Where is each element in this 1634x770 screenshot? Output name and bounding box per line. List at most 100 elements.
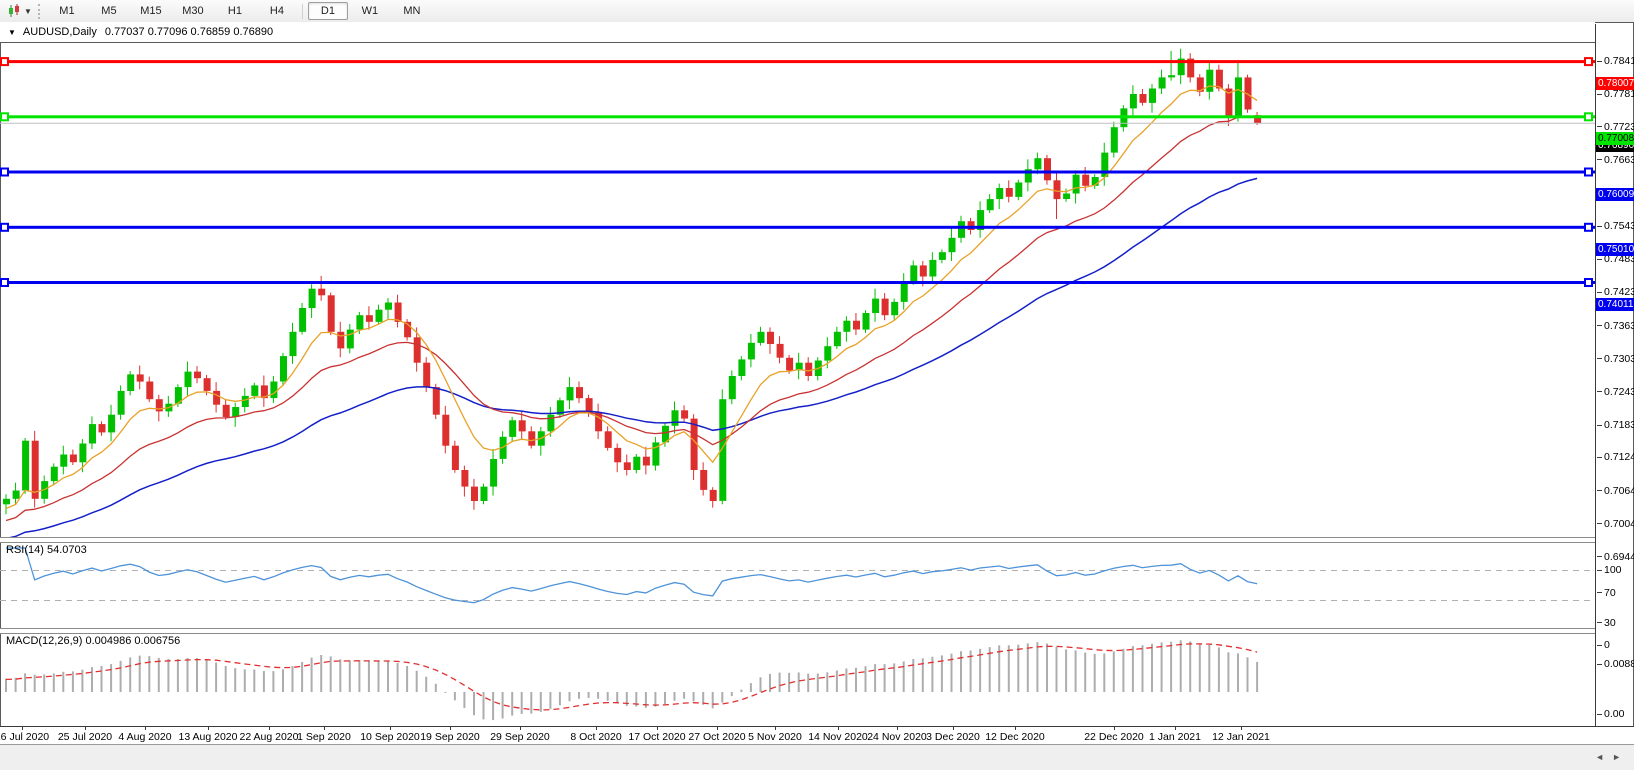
rsi-tick — [1597, 569, 1602, 571]
price-tick — [1597, 391, 1602, 393]
mini-candles-icon — [9, 4, 19, 17]
macd-indicator-label: MACD(12,26,9) 0.004986 0.006756 — [6, 635, 181, 647]
price-tick-label: 0.70645 — [1604, 484, 1634, 497]
date-tick — [717, 727, 718, 730]
horizontal-level-line[interactable] — [0, 115, 1595, 119]
price-tick — [1597, 258, 1602, 260]
line-drag-handle[interactable] — [1584, 57, 1593, 67]
price-tick — [1597, 291, 1602, 293]
chart-title-strip: ▼ AUDUSD,Daily 0.77037 0.77096 0.76859 0… — [0, 22, 1595, 43]
chart-window: ▼ AUDUSD,Daily 0.77037 0.77096 0.76859 0… — [0, 22, 1634, 752]
date-tick — [22, 727, 23, 730]
line-drag-handle[interactable] — [1584, 222, 1593, 232]
ma-mid-line — [5, 115, 1258, 522]
date-label: 8 Oct 2020 — [570, 731, 622, 743]
rsi-line — [6, 547, 1258, 604]
panel-separator[interactable] — [0, 628, 1595, 634]
line-drag-handle[interactable] — [0, 278, 9, 287]
price-tick — [1597, 523, 1602, 525]
date-axis[interactable]: 16 Jul 2020 25 Jul 2020 4 Aug 2020 13 Aug 2… — [0, 726, 1634, 745]
line-drag-handle[interactable] — [0, 222, 9, 232]
price-tick — [1597, 225, 1602, 227]
price-level-badge: 0.76009 — [1596, 187, 1634, 201]
horizontal-level-line[interactable] — [0, 225, 1595, 229]
macd-tick — [1597, 663, 1602, 665]
tab-scroll-left-icon[interactable]: ◄ — [1595, 752, 1613, 762]
date-label: 29 Sep 2020 — [490, 731, 550, 743]
ma-slow-line — [9, 177, 1258, 537]
line-drag-handle[interactable] — [1584, 278, 1593, 287]
date-tick — [85, 727, 86, 730]
price-tick — [1597, 424, 1602, 426]
rsi-tick — [1597, 644, 1602, 646]
date-tick — [324, 727, 325, 730]
date-tick — [1241, 727, 1242, 730]
tab-scroll-right-icon[interactable]: ► — [1612, 752, 1629, 762]
price-tick-label: 0.71245 — [1604, 451, 1634, 464]
date-label: 19 Sep 2020 — [420, 731, 480, 743]
date-label: 25 Jul 2020 — [57, 731, 113, 743]
date-label: 10 Sep 2020 — [360, 731, 420, 743]
timeframe-button-h1[interactable]: H1 — [227, 5, 242, 17]
line-drag-handle[interactable] — [1584, 167, 1593, 177]
rsi-panel[interactable] — [0, 541, 1595, 628]
rsi-tick — [1597, 622, 1602, 623]
timeframe-button-h4[interactable]: H4 — [269, 5, 284, 17]
chart-type-icon[interactable] — [4, 3, 24, 19]
macd-panel[interactable] — [0, 632, 1595, 726]
timeframe-button-d1[interactable]: D1 — [307, 2, 348, 20]
macd-tick-label: 0.00884 — [1604, 658, 1634, 670]
price-tick-label: 0.77815 — [1604, 88, 1634, 101]
date-tick — [208, 727, 209, 730]
tab-scroll-arrows: ◄► — [1595, 752, 1629, 762]
macd-signal-line — [5, 643, 1258, 711]
date-label: 14 Nov 2020 — [808, 731, 868, 743]
timeframe-button-m5[interactable]: M5 — [101, 5, 117, 17]
rsi-indicator-label: RSI(14) 54.0703 — [6, 544, 87, 556]
toolbar-grip[interactable] — [37, 3, 40, 19]
date-label: 24 Nov 2020 — [867, 731, 927, 743]
price-tick — [1597, 490, 1602, 492]
panel-separator[interactable] — [0, 537, 1595, 543]
line-drag-handle[interactable] — [0, 112, 9, 122]
timeframe-button-m1[interactable]: M1 — [59, 5, 75, 17]
chart-menu-triangle-icon[interactable]: ▼ — [8, 27, 16, 37]
date-label: 27 Oct 2020 — [688, 731, 746, 743]
date-tick — [520, 727, 521, 730]
price-tick — [1597, 325, 1602, 327]
date-tick — [953, 727, 954, 730]
timeframe-button-mn[interactable]: MN — [403, 5, 421, 17]
date-tick — [1114, 727, 1115, 730]
timeframe-toolbar: ▼ M1 M5 M15 M30 H1 H4 D1 W1 MN — [0, 0, 1634, 23]
horizontal-level-line[interactable] — [0, 170, 1595, 174]
chart-type-dropdown-caret[interactable]: ▼ — [24, 6, 32, 16]
date-tick — [596, 727, 597, 730]
date-label: 12 Jan 2021 — [1212, 731, 1270, 743]
timeframe-button-w1[interactable]: W1 — [361, 5, 379, 17]
price-tick — [1597, 93, 1602, 95]
timeframe-button-m30[interactable]: M30 — [182, 5, 204, 17]
price-tick — [1597, 358, 1602, 360]
date-tick — [450, 727, 451, 730]
price-tick-label: 0.70045 — [1604, 517, 1634, 530]
chart-tab-bar: ◄► — [0, 744, 1634, 770]
line-drag-handle[interactable] — [0, 57, 9, 67]
horizontal-level-line[interactable] — [0, 60, 1595, 64]
price-tick — [1597, 60, 1602, 62]
date-label: 22 Dec 2020 — [1084, 731, 1144, 743]
date-label: 13 Aug 2020 — [178, 731, 238, 743]
horizontal-level-line[interactable] — [0, 281, 1595, 284]
price-level-badge: 0.77008 — [1596, 132, 1634, 146]
date-label: 5 Nov 2020 — [748, 731, 802, 743]
line-drag-handle[interactable] — [1584, 112, 1593, 122]
rsi-tick-label: 70 — [1604, 586, 1616, 599]
timeframe-button-m15[interactable]: M15 — [140, 5, 162, 17]
date-label: 22 Aug 2020 — [239, 731, 299, 743]
line-drag-handle[interactable] — [0, 167, 9, 177]
price-chart-panel[interactable] — [0, 42, 1595, 537]
